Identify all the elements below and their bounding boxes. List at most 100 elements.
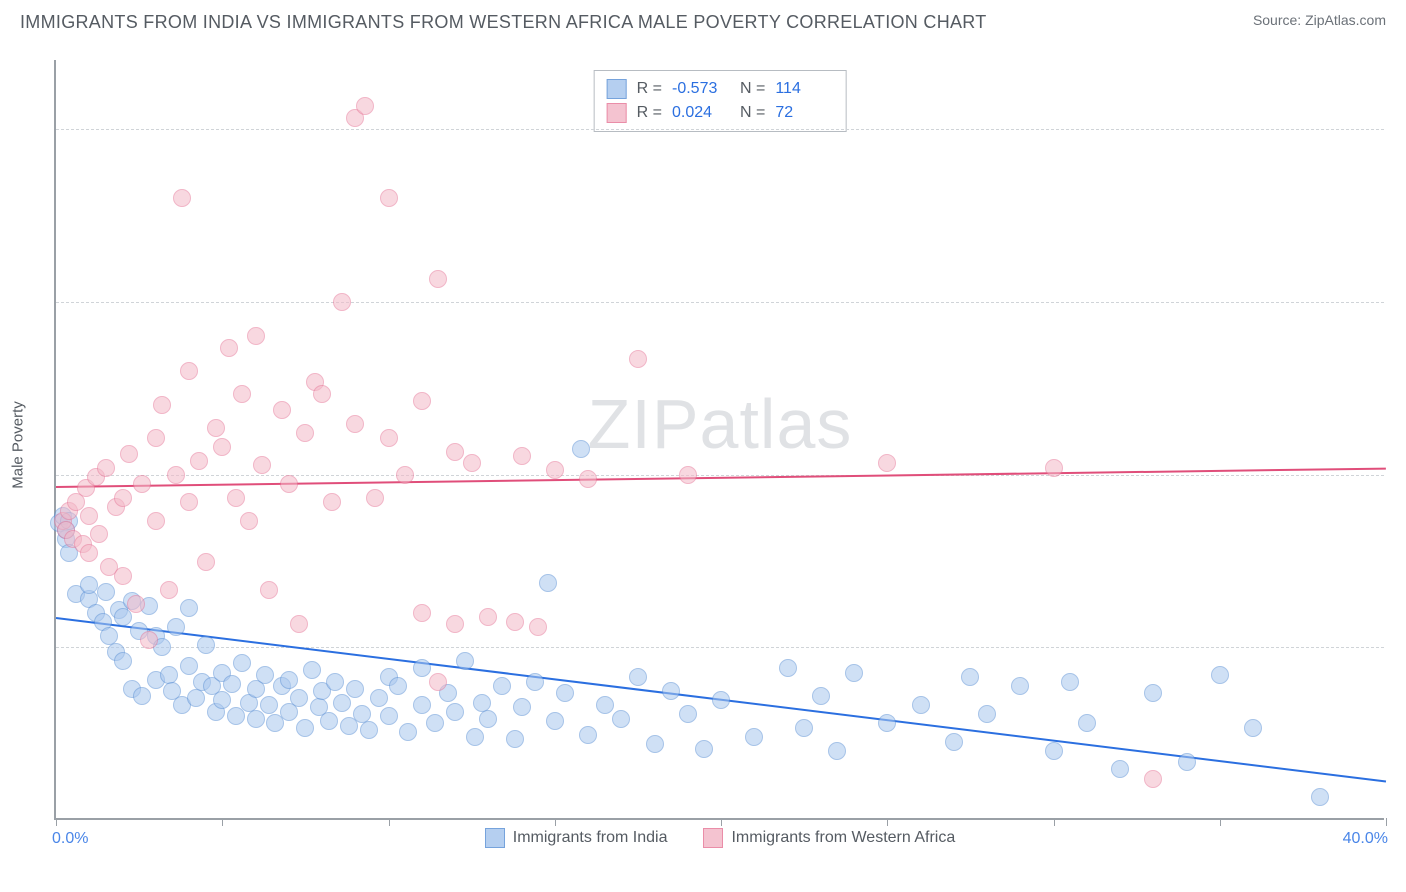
y-tick-label: 30.0% (1394, 120, 1406, 138)
data-point (745, 728, 763, 746)
data-point (579, 726, 597, 744)
data-point (290, 615, 308, 633)
data-point (114, 567, 132, 585)
data-point (579, 470, 597, 488)
data-point (1078, 714, 1096, 732)
data-point (546, 712, 564, 730)
title-bar: IMMIGRANTS FROM INDIA VS IMMIGRANTS FROM… (0, 0, 1406, 37)
correlation-stats-box: R =-0.573N =114R =0.024N =72 (594, 70, 847, 132)
source-name: ZipAtlas.com (1305, 12, 1386, 28)
data-point (572, 440, 590, 458)
data-point (133, 475, 151, 493)
data-point (429, 673, 447, 691)
chart-container: Male Poverty ZIPatlas R =-0.573N =114R =… (54, 50, 1384, 840)
x-tick (1054, 818, 1055, 826)
data-point (389, 677, 407, 695)
x-tick (389, 818, 390, 826)
data-point (779, 659, 797, 677)
data-point (695, 740, 713, 758)
data-point (1144, 684, 1162, 702)
legend-swatch (703, 828, 723, 848)
data-point (213, 691, 231, 709)
x-tick (1386, 818, 1387, 826)
data-point (240, 512, 258, 530)
data-point (253, 456, 271, 474)
data-point (207, 419, 225, 437)
data-point (506, 730, 524, 748)
stats-row: R =0.024N =72 (607, 101, 834, 125)
data-point (679, 466, 697, 484)
y-tick-label: 7.5% (1394, 638, 1406, 656)
data-point (187, 689, 205, 707)
n-value: 114 (775, 80, 833, 98)
data-point (80, 576, 98, 594)
watermark-bold: ZIP (588, 385, 700, 463)
n-value: 72 (775, 104, 833, 122)
data-point (546, 461, 564, 479)
data-point (220, 339, 238, 357)
y-tick-label: 22.5% (1394, 293, 1406, 311)
y-axis-label: Male Poverty (10, 401, 27, 489)
data-point (197, 553, 215, 571)
data-point (190, 452, 208, 470)
data-point (912, 696, 930, 714)
gridline (56, 647, 1384, 648)
data-point (413, 659, 431, 677)
legend-item: Immigrants from India (485, 828, 668, 848)
data-point (233, 385, 251, 403)
legend-label: Immigrants from Western Africa (731, 829, 955, 847)
data-point (426, 714, 444, 732)
data-point (80, 507, 98, 525)
plot-area: ZIPatlas R =-0.573N =114R =0.024N =72 0.… (54, 60, 1384, 820)
data-point (180, 657, 198, 675)
legend-label: Immigrants from India (513, 829, 668, 847)
x-tick (56, 818, 57, 826)
data-point (1111, 760, 1129, 778)
data-point (380, 429, 398, 447)
series-swatch (607, 79, 627, 99)
data-point (153, 396, 171, 414)
data-point (529, 618, 547, 636)
data-point (1061, 673, 1079, 691)
data-point (320, 712, 338, 730)
data-point (1311, 788, 1329, 806)
data-point (978, 705, 996, 723)
r-label: R = (637, 104, 662, 122)
data-point (456, 652, 474, 670)
watermark: ZIPatlas (588, 384, 853, 464)
data-point (233, 654, 251, 672)
data-point (160, 666, 178, 684)
data-point (413, 392, 431, 410)
data-point (539, 574, 557, 592)
data-point (120, 445, 138, 463)
data-point (333, 694, 351, 712)
watermark-thin: atlas (700, 385, 853, 463)
x-tick (887, 818, 888, 826)
data-point (346, 680, 364, 698)
data-point (961, 668, 979, 686)
x-tick (222, 818, 223, 826)
data-point (296, 719, 314, 737)
data-point (466, 728, 484, 746)
legend-item: Immigrants from Western Africa (703, 828, 955, 848)
data-point (356, 97, 374, 115)
data-point (114, 489, 132, 507)
data-point (247, 327, 265, 345)
data-point (479, 710, 497, 728)
data-point (296, 424, 314, 442)
gridline (56, 129, 1384, 130)
stats-row: R =-0.573N =114 (607, 77, 834, 101)
data-point (333, 293, 351, 311)
data-point (513, 447, 531, 465)
data-point (97, 459, 115, 477)
data-point (167, 618, 185, 636)
data-point (1045, 459, 1063, 477)
data-point (213, 438, 231, 456)
data-point (413, 696, 431, 714)
data-point (878, 714, 896, 732)
data-point (197, 636, 215, 654)
n-label: N = (740, 104, 765, 122)
data-point (526, 673, 544, 691)
data-point (1144, 770, 1162, 788)
data-point (90, 525, 108, 543)
